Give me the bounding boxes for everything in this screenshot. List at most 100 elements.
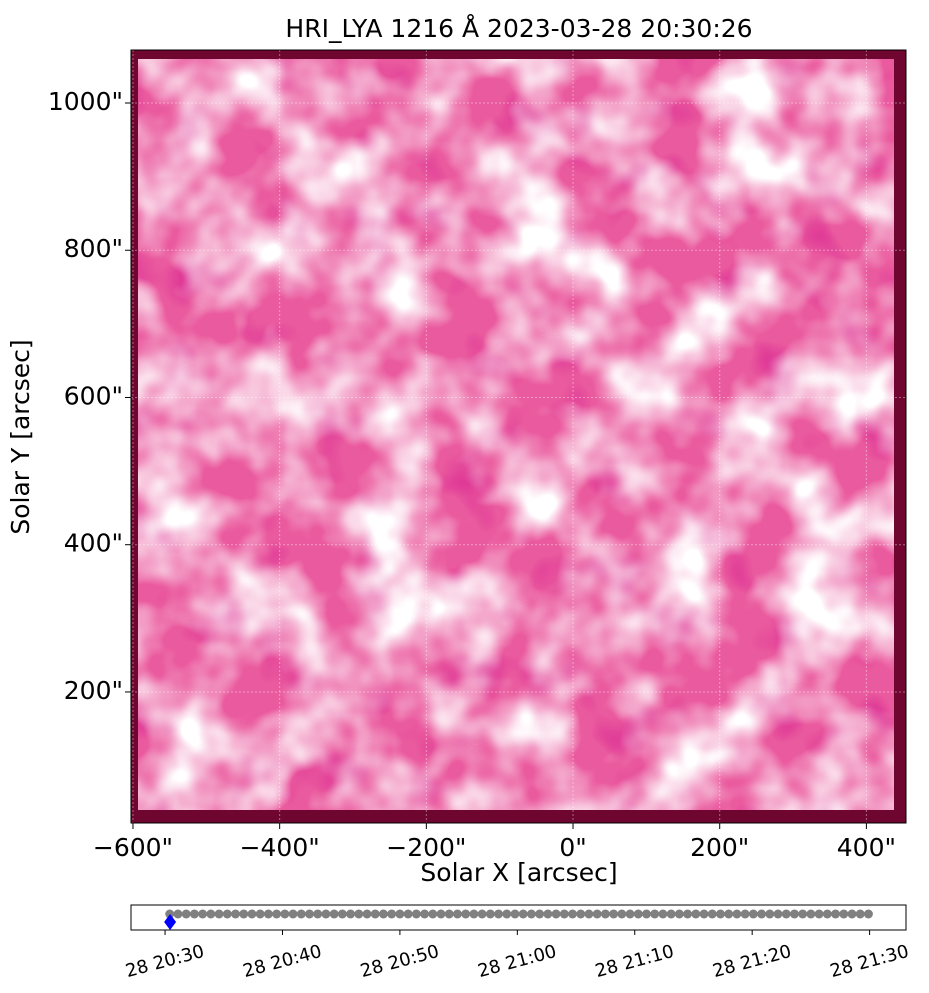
timeline-point: [584, 909, 594, 919]
timeline-point: [395, 909, 405, 919]
timeline-point: [255, 909, 265, 919]
timeline-point: [831, 909, 841, 919]
timeline-point: [165, 909, 175, 919]
timeline-point: [691, 909, 701, 919]
timeline-point: [748, 909, 758, 919]
y-tick-label: 600": [64, 381, 123, 410]
timeline-point: [855, 909, 865, 919]
timeline-point: [765, 909, 775, 919]
timeline-point: [781, 909, 791, 919]
current-marker: [164, 914, 177, 930]
timeline-axes: 28 20:30 28 20:40 28 20:50 28 21:00 28 21:10…: [123, 904, 911, 982]
timeline-point: [263, 909, 273, 919]
x-tick-label: 28 21:10: [593, 941, 676, 982]
timeline-point: [272, 909, 282, 919]
timeline-point: [789, 909, 799, 919]
timeline-point: [231, 909, 241, 919]
timeline-point: [707, 909, 717, 919]
timeline-point: [436, 909, 446, 919]
timeline-point: [666, 909, 676, 919]
timeline-point: [444, 909, 454, 919]
timeline-point: [625, 909, 635, 919]
timeline-point: [280, 909, 290, 919]
main-axes: −600" −400" −200" 0" 200" 400" 200" 400" 600" 800…: [48, 49, 907, 862]
y-tick-label: 800": [64, 234, 123, 263]
timeline-point: [411, 909, 421, 919]
timeline-point: [535, 909, 545, 919]
timeline-point: [863, 909, 873, 919]
x-tick-label: 28 20:50: [358, 941, 441, 982]
timeline-point: [362, 909, 372, 919]
timeline-point: [576, 909, 586, 919]
y-tick-label: 200": [64, 676, 123, 705]
timeline-point: [518, 909, 528, 919]
timeline-point: [641, 909, 651, 919]
axes-frame: [130, 49, 907, 824]
timeline-point: [724, 909, 734, 919]
timeline-point: [296, 909, 306, 919]
timeline-point: [494, 909, 504, 919]
timeline-point: [617, 909, 627, 919]
timeline-point: [510, 909, 520, 919]
timeline-point: [452, 909, 462, 919]
timeline-point: [609, 909, 619, 919]
timeline-point: [239, 909, 249, 919]
timeline-point: [387, 909, 397, 919]
timeline-point: [304, 909, 314, 919]
x-tick-label: 200": [690, 833, 749, 862]
image-bright: [138, 59, 894, 810]
timeline-point: [592, 909, 602, 919]
timeline-point: [757, 909, 767, 919]
timeline-point: [181, 909, 191, 919]
x-tick-label: 0": [559, 833, 586, 862]
timeline-point: [222, 909, 232, 919]
timeline-point: [551, 909, 561, 919]
solar-image: [131, 50, 906, 823]
timeline-point: [839, 909, 849, 919]
timeline-point: [469, 909, 479, 919]
x-tick-label: 28 20:40: [241, 941, 324, 982]
timeline-point: [206, 909, 216, 919]
timeline-point: [198, 909, 208, 919]
timeline-point: [633, 909, 643, 919]
timeline-point: [428, 909, 438, 919]
timeline-point: [683, 909, 693, 919]
timeline-point: [502, 909, 512, 919]
timeline-point: [559, 909, 569, 919]
x-tick-label: −200": [386, 833, 466, 862]
timeline-point: [798, 909, 808, 919]
timeline-point: [370, 909, 380, 919]
timeline-point: [699, 909, 709, 919]
x-tick-label: −600": [93, 833, 173, 862]
timeline-point: [822, 909, 832, 919]
timeline-point: [847, 909, 857, 919]
timeline-point: [600, 909, 610, 919]
timeline-point: [189, 909, 199, 919]
x-axis-label: Solar X [arcsec]: [420, 858, 617, 887]
timeline-point: [420, 909, 430, 919]
timeline-point: [321, 909, 331, 919]
y-axis-label: Solar Y [arcsec]: [6, 339, 35, 534]
timeline-point: [715, 909, 725, 919]
x-tick-label: 400": [837, 833, 896, 862]
timeline-point: [485, 909, 495, 919]
timeline-point: [346, 909, 356, 919]
timeline-point: [526, 909, 536, 919]
timeline-point: [378, 909, 388, 919]
x-tick-label: 28 21:20: [710, 941, 793, 982]
timeline-point: [543, 909, 553, 919]
x-tick-label: 28 21:00: [476, 941, 559, 982]
y-tick-label: 400": [64, 529, 123, 558]
timeline-point: [773, 909, 783, 919]
timeline-point: [674, 909, 684, 919]
timeline-point: [403, 909, 413, 919]
timeline-point: [214, 909, 224, 919]
chart-title: HRI_LYA 1216 Å 2023-03-28 20:30:26: [285, 14, 752, 43]
timeline-point: [477, 909, 487, 919]
timeline-point: [806, 909, 816, 919]
timeline-point: [313, 909, 323, 919]
timeline-point: [814, 909, 824, 919]
x-tick-label: 28 20:30: [123, 941, 206, 982]
y-tick-label: 1000": [48, 87, 123, 116]
timeline-point: [740, 909, 750, 919]
